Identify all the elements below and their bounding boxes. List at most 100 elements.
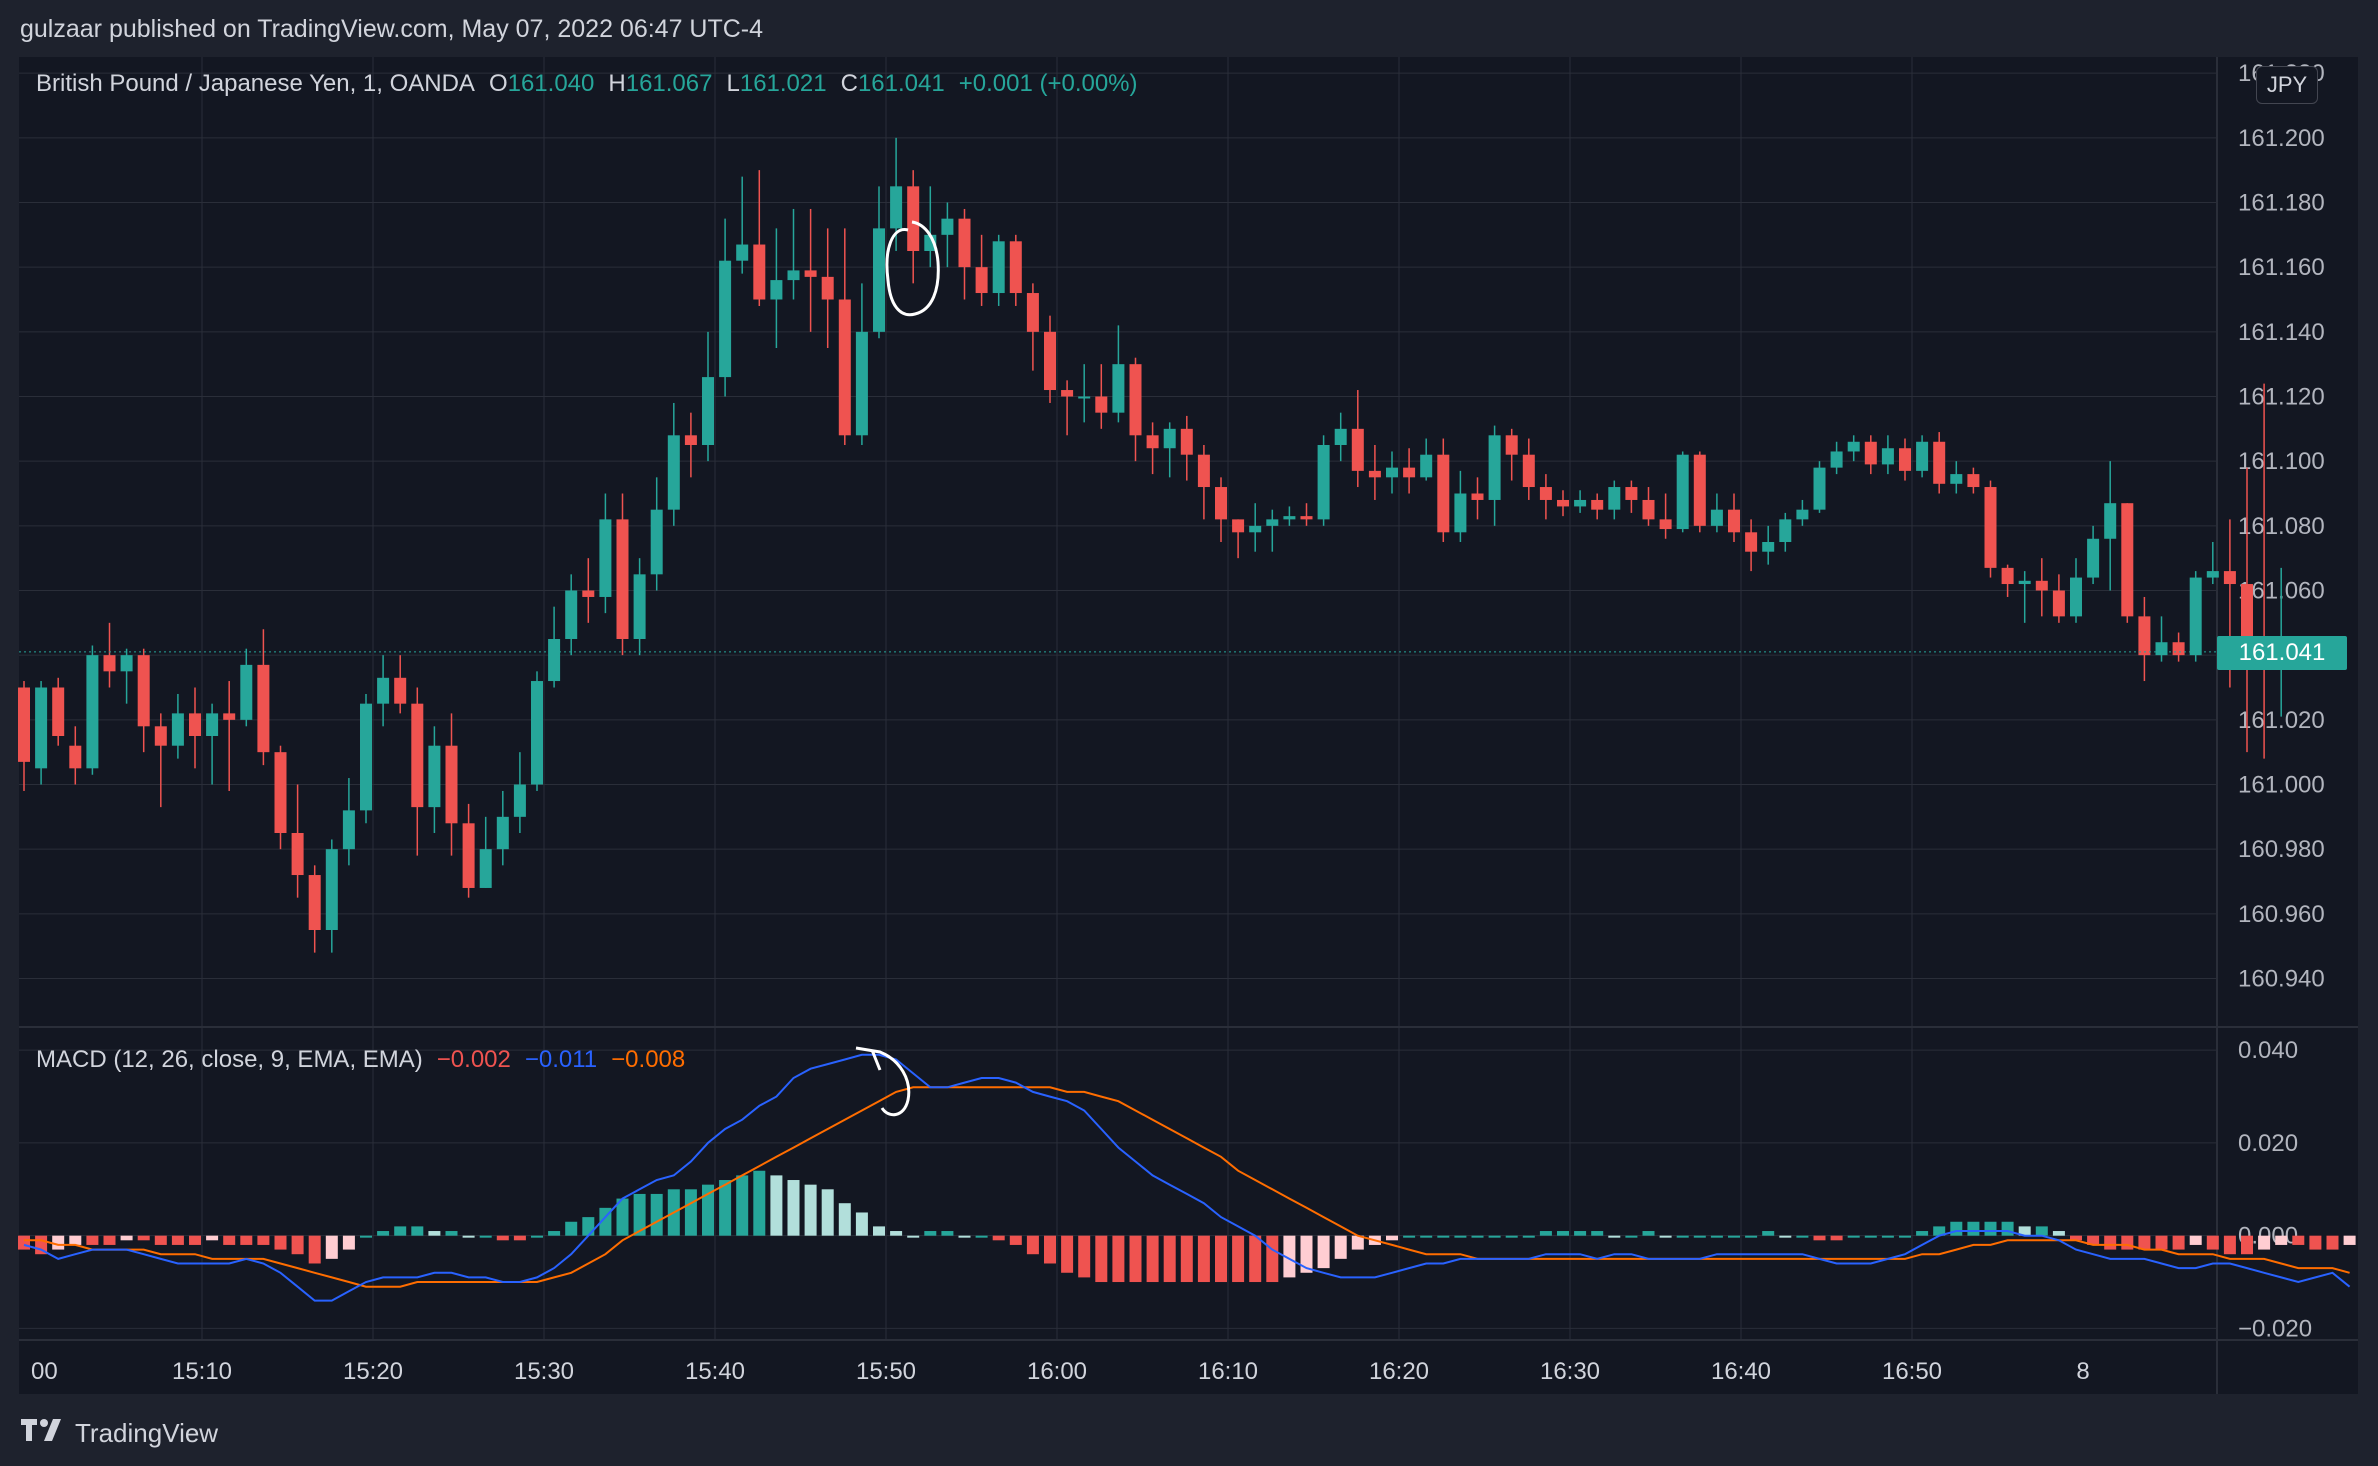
candle-body: [291, 833, 304, 876]
last-price-tag: 161.041: [2217, 636, 2347, 670]
candle-body: [257, 664, 270, 753]
currency-badge[interactable]: JPY: [2256, 66, 2318, 104]
macd-histogram-bar: [1864, 1235, 1877, 1238]
macd-histogram-bar: [137, 1235, 150, 1241]
macd-histogram-bar: [719, 1180, 732, 1236]
macd-histogram-bar: [821, 1189, 834, 1236]
macd-histogram-bar: [1642, 1231, 1655, 1236]
candle-body: [496, 816, 509, 850]
macd-histogram-bar: [2241, 1235, 2253, 1255]
macd-histogram-bar: [838, 1203, 851, 1236]
macd-histogram-bar: [496, 1235, 509, 1241]
candle-body: [1608, 487, 1621, 510]
macd-histogram-bar: [1950, 1221, 1963, 1236]
price-axis-tick: 160.960: [2238, 901, 2325, 928]
macd-histogram-bar: [445, 1231, 458, 1236]
candle-body: [1967, 474, 1980, 488]
candle-body: [1779, 519, 1792, 542]
candle-body: [1180, 428, 1193, 455]
macd-histogram-bar: [1129, 1235, 1142, 1283]
macd-histogram-bar: [2001, 1221, 2014, 1236]
macd-histogram-bar: [1146, 1235, 1159, 1283]
high-label: H: [608, 70, 626, 97]
candle-body: [189, 713, 201, 736]
candle-body: [479, 849, 492, 888]
macd-histogram-bar: [2035, 1226, 2048, 1236]
macd-histogram-bar: [650, 1193, 663, 1236]
candle-body: [18, 687, 30, 762]
candle-body: [206, 713, 219, 736]
macd-histogram-bar: [873, 1226, 885, 1236]
candle-body: [753, 244, 766, 300]
candle-body: [1112, 364, 1125, 413]
candle-body: [736, 244, 749, 261]
open-value: 161.040: [507, 70, 595, 97]
macd-histogram-bar: [1881, 1235, 1894, 1238]
macd-histogram-bar: [1215, 1235, 1227, 1283]
candle-body: [1539, 487, 1552, 500]
candle-body: [975, 267, 988, 294]
candle-body: [650, 509, 663, 575]
candle-body: [1488, 435, 1501, 500]
time-axis-tick: 16:40: [1711, 1358, 1771, 1385]
candle-body: [308, 875, 321, 930]
candle-body: [86, 655, 99, 769]
candle-body: [1574, 499, 1587, 507]
macd-line-value: −0.011: [524, 1046, 598, 1073]
macd-histogram-bar: [1762, 1231, 1775, 1236]
macd-histogram-bar: [342, 1235, 355, 1250]
tradingview-logo-icon[interactable]: [19, 1417, 65, 1450]
macd-histogram-bar: [582, 1217, 595, 1236]
macd-signal-line: [24, 1086, 2350, 1288]
macd-histogram-bar: [770, 1175, 783, 1236]
candle-body: [2189, 577, 2202, 656]
candle-body: [1796, 509, 1809, 520]
macd-histogram-bar: [2309, 1235, 2322, 1250]
price-axis-tick: 161.140: [2238, 319, 2325, 346]
macd-histogram-bar: [2121, 1235, 2134, 1250]
macd-histogram-bar: [1591, 1231, 1604, 1236]
candle-body: [1899, 448, 1911, 471]
macd-histogram-bar: [1454, 1235, 1467, 1238]
macd-indicator-name: MACD (12, 26, close, 9, EMA, EMA): [36, 1046, 423, 1073]
time-axis-tick: 16:50: [1882, 1358, 1942, 1385]
candle-body: [582, 590, 595, 597]
candle-body: [1437, 454, 1450, 533]
macd-histogram-bar: [1044, 1235, 1056, 1264]
close-label: C: [840, 70, 858, 97]
macd-histogram-bar: [189, 1235, 201, 1245]
macd-histogram-bar: [2326, 1235, 2339, 1250]
candle-body: [1864, 441, 1877, 465]
candle-body: [548, 639, 561, 682]
macd-histogram-bar: [2343, 1235, 2356, 1245]
close-value: 161.041: [857, 70, 945, 97]
candle-body: [684, 435, 697, 445]
candle-body: [1950, 474, 1963, 484]
macd-histogram-bar: [1009, 1235, 1022, 1245]
candle-body: [599, 519, 612, 597]
macd-histogram-bar: [1847, 1235, 1860, 1238]
macd-histogram-bar: [2223, 1235, 2236, 1255]
macd-histogram-bar: [1539, 1231, 1552, 1236]
candle-body: [1625, 487, 1638, 500]
macd-histogram-bar: [1112, 1235, 1125, 1283]
chart-area[interactable]: [19, 57, 2358, 1394]
candle-body: [240, 664, 253, 720]
candle-body: [1728, 509, 1740, 533]
candle-body: [992, 241, 1005, 294]
candle-body: [1454, 493, 1467, 533]
time-axis-tick: 15:50: [856, 1358, 916, 1385]
macd-histogram-bar: [1710, 1235, 1723, 1238]
macd-histogram-bar: [924, 1231, 937, 1236]
macd-histogram-bar: [1676, 1235, 1689, 1238]
macd-histogram-bar: [958, 1235, 971, 1238]
price-axis-tick: 161.100: [2238, 448, 2325, 475]
macd-histogram-bar: [120, 1235, 133, 1241]
time-axis-tick: 8: [2076, 1358, 2089, 1385]
candle-body: [360, 703, 372, 811]
macd-histogram-bar: [1232, 1235, 1245, 1283]
macd-histogram-bar: [702, 1184, 714, 1236]
macd-legend: MACD (12, 26, close, 9, EMA, EMA) −0.002−…: [36, 1046, 689, 1074]
macd-histogram-bar: [565, 1221, 578, 1236]
